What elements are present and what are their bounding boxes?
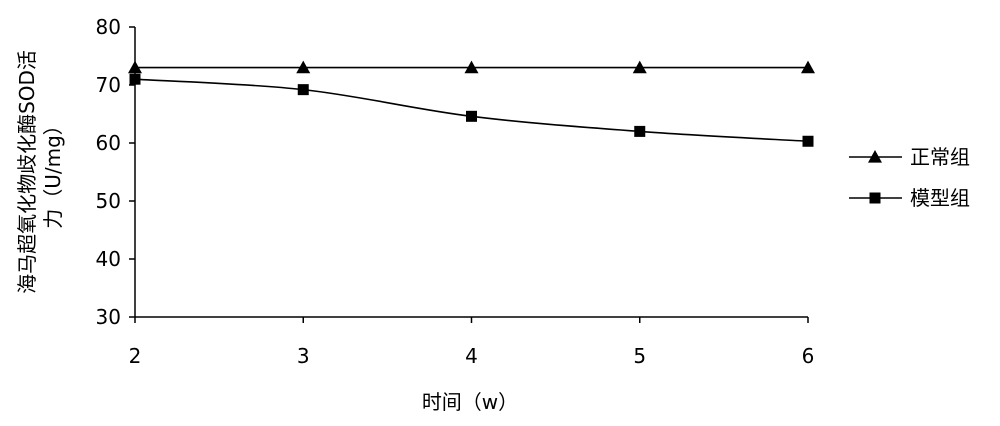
x-tick-label: 2 <box>129 344 142 368</box>
y-tick-label: 50 <box>96 189 121 213</box>
x-tick-label: 5 <box>633 344 646 368</box>
y-axis-ticks: 30 40 50 60 70 80 <box>96 15 135 329</box>
series-line-model-group <box>135 79 808 141</box>
x-tick-label: 3 <box>297 344 310 368</box>
legend-label-model-group: 模型组 <box>910 186 970 210</box>
data-point-model-group <box>298 84 309 95</box>
x-tick-label: 6 <box>802 344 815 368</box>
x-axis-title: 时间（w） <box>422 390 518 414</box>
y-tick-label: 60 <box>96 131 121 155</box>
y-axis-title-line2: 力（U/mg） <box>41 115 65 229</box>
data-point-model-group <box>466 111 477 122</box>
legend: 正常组模型组 <box>849 145 970 210</box>
legend-marker-model-group <box>870 193 881 204</box>
y-tick-label: 80 <box>96 15 121 39</box>
y-tick-label: 40 <box>96 247 121 271</box>
x-tick-label: 4 <box>465 344 478 368</box>
y-tick-label: 30 <box>96 305 121 329</box>
legend-label-normal-group: 正常组 <box>910 145 970 169</box>
y-axis-title: 海马超氧化物歧化酶SOD活 力（U/mg） <box>15 50 65 294</box>
series-layer <box>128 61 815 147</box>
y-axis-title-line1: 海马超氧化物歧化酶SOD活 <box>15 50 39 294</box>
y-tick-label: 70 <box>96 73 121 97</box>
data-point-model-group <box>803 136 814 147</box>
data-point-model-group <box>130 74 141 85</box>
data-point-model-group <box>634 126 645 137</box>
x-axis-ticks: 2 3 4 5 6 <box>129 317 815 368</box>
